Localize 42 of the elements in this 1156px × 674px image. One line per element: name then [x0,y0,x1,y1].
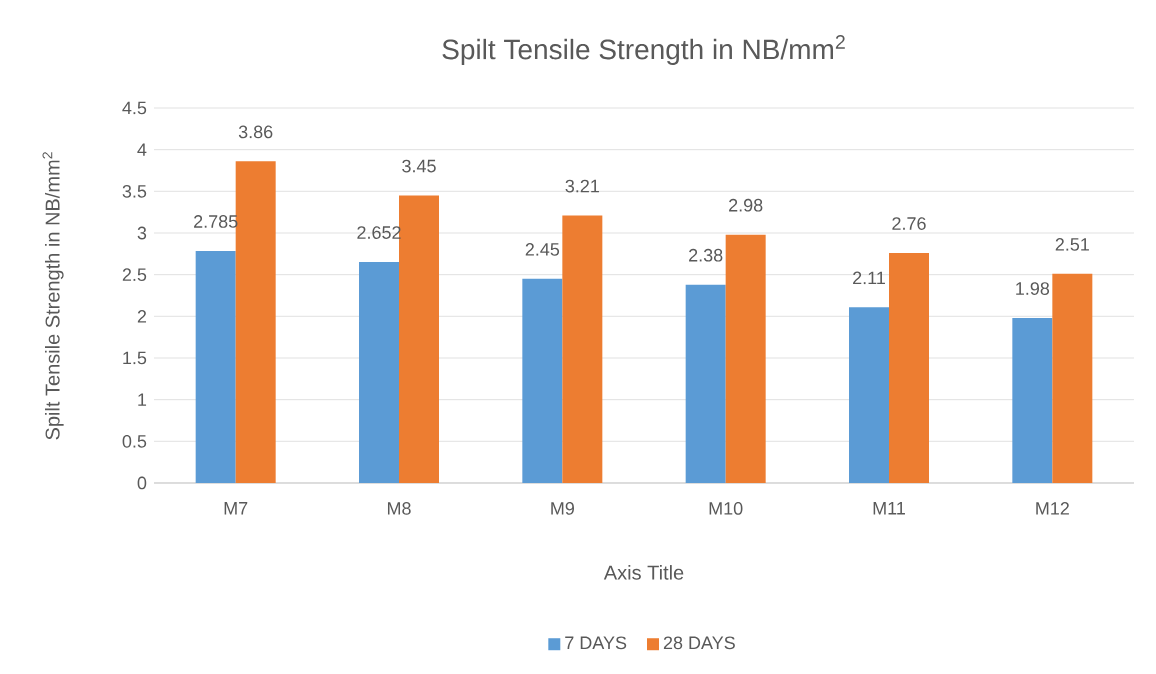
x-tick-label: M9 [551,502,574,515]
data-label: 2.11 [853,271,885,285]
data-label: 3.21 [565,179,599,193]
bar [1012,317,1053,483]
bar [359,262,399,483]
x-tick-label: M11 [873,502,905,515]
y-tick-label: 3 [137,226,147,240]
x-axis-title: Axis Title [603,565,684,580]
data-label: 3.86 [238,125,273,139]
bar [889,252,929,483]
data-label: 2.45 [525,243,560,256]
data-label: 2.98 [729,198,763,212]
legend-label: 28 DAYS [663,636,735,650]
bar [195,250,236,483]
legend-label: 7 DAYS [565,636,627,650]
bar [562,215,603,483]
x-tick-label: M10 [709,502,743,515]
data-label: 2.76 [892,217,926,230]
y-tick-label: 0 [137,476,147,490]
y-tick-label: 3.5 [122,184,147,198]
bar [399,195,439,483]
y-tick-label: 2.5 [122,268,147,282]
chart-title: Spilt Tensile Strength in NB/mm$^{2}$ [442,35,845,65]
y-tick-label: 0.5 [122,434,147,448]
y-tick-label: 1.5 [123,351,147,365]
y-tick-label: 1 [138,393,147,406]
bar [685,284,726,483]
x-tick-label: M8 [387,502,411,515]
y-tick-label: 4.5 [122,101,147,115]
x-tick-label: M7 [224,502,248,515]
data-label: 2.38 [689,248,723,262]
y-axis-title: Spilt Tensile Strength in NB/mm$^{2}$ [42,152,64,440]
y-tick-label: 4 [137,143,147,156]
bar [849,307,889,483]
data-label: 2.51 [1055,238,1089,251]
x-tick-label: M12 [1036,502,1069,515]
bar [522,278,563,483]
y-tick-label: 2 [137,310,147,323]
data-label: 3.45 [402,159,436,173]
bar [725,234,766,483]
data-label: 1.98 [1016,282,1050,295]
bar [1052,273,1093,483]
